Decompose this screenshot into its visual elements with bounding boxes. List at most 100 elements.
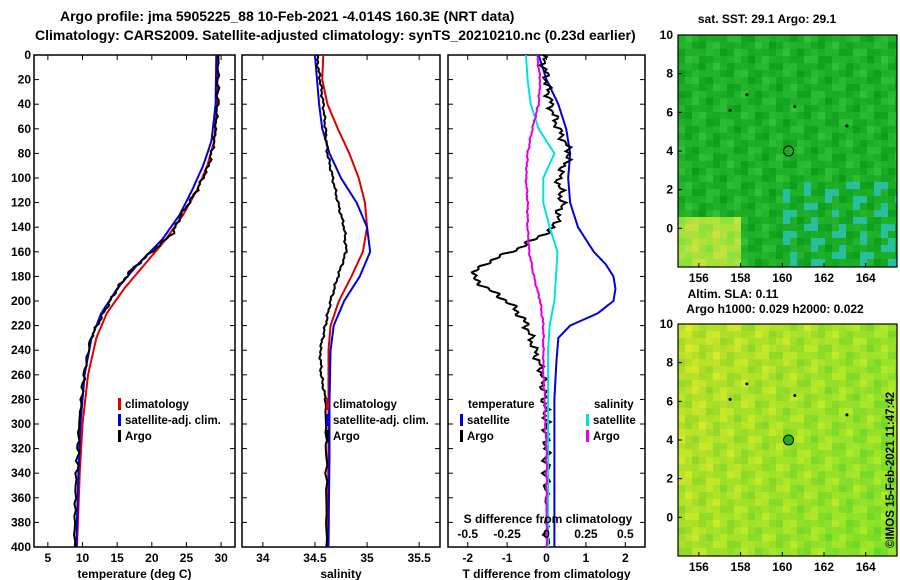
- map-cell: [776, 245, 783, 252]
- map-cell: [720, 534, 727, 541]
- map-cell: [762, 63, 769, 70]
- map-cell: [804, 331, 811, 338]
- map-cell: [678, 331, 685, 338]
- map-cell: [867, 443, 874, 450]
- map-cell: [797, 42, 804, 49]
- map-cell: [818, 401, 825, 408]
- map-cell: [825, 520, 832, 527]
- map-cell: [881, 42, 888, 49]
- map-cell: [692, 63, 699, 70]
- plot-frame: [33, 54, 236, 548]
- map-cell: [720, 224, 727, 231]
- map-cell: [762, 408, 769, 415]
- map-cell: [748, 63, 755, 70]
- map-cell: [685, 245, 692, 252]
- map-cell: [692, 380, 699, 387]
- map-cell: [741, 541, 748, 548]
- map-cell: [734, 366, 741, 373]
- map-cell: [825, 70, 832, 77]
- map-cell: [832, 112, 839, 119]
- map-cell: [867, 119, 874, 126]
- map-cell: [713, 366, 720, 373]
- map-cell: [755, 513, 762, 520]
- map-cell: [811, 352, 818, 359]
- map-cell: [832, 338, 839, 345]
- map-cell: [783, 520, 790, 527]
- map-cell: [685, 443, 692, 450]
- x-tick-label: 164: [856, 271, 876, 285]
- map-cell: [818, 35, 825, 42]
- map-cell: [839, 252, 846, 259]
- map-cell: [874, 49, 881, 56]
- map-cell: [839, 513, 846, 520]
- map-cell: [713, 478, 720, 485]
- map-cell: [783, 513, 790, 520]
- map-cell: [853, 140, 860, 147]
- map-cell: [783, 331, 790, 338]
- map-cell: [881, 548, 888, 555]
- y-tick-label: 40: [18, 97, 32, 111]
- map-cell: [727, 394, 734, 401]
- map-cell: [804, 359, 811, 366]
- x-tick-label: 30: [214, 551, 228, 565]
- map-cell: [727, 513, 734, 520]
- map-cell: [713, 105, 720, 112]
- map-cell: [846, 541, 853, 548]
- map-cell: [895, 352, 897, 359]
- map-cell: [734, 380, 741, 387]
- map-cell: [692, 373, 699, 380]
- x-tick-label: 34: [256, 551, 270, 565]
- map-cell: [706, 359, 713, 366]
- map-cell: [692, 35, 699, 42]
- map-cell: [846, 210, 853, 217]
- map-cell: [790, 126, 797, 133]
- map-cell: [748, 485, 755, 492]
- map-cell: [755, 408, 762, 415]
- island-dot: [728, 397, 732, 401]
- map-cell: [755, 231, 762, 238]
- map-cell: [734, 210, 741, 217]
- map-cell: [846, 91, 853, 98]
- map-cell: [797, 168, 804, 175]
- map-cell: [818, 373, 825, 380]
- island-dot: [845, 124, 849, 128]
- map-cell: [895, 168, 897, 175]
- map-cell: [769, 499, 776, 506]
- map-cell: [881, 443, 888, 450]
- map-cell: [888, 485, 895, 492]
- map-cell: [790, 387, 797, 394]
- map-cell: [734, 429, 741, 436]
- map-cell: [748, 534, 755, 541]
- map-cell: [853, 182, 860, 189]
- map-cell: [734, 245, 741, 252]
- map-cell: [769, 210, 776, 217]
- map-cell: [846, 548, 853, 555]
- map-cell: [706, 520, 713, 527]
- map-cell: [699, 436, 706, 443]
- map-cell: [867, 408, 874, 415]
- legend-label: climatology: [333, 399, 398, 411]
- map-cell: [825, 203, 832, 210]
- map-cell: [713, 35, 720, 42]
- map-cell: [832, 548, 839, 555]
- map-cell: [846, 154, 853, 161]
- map-cell: [734, 527, 741, 534]
- map-cell: [727, 252, 734, 259]
- map-cell: [769, 147, 776, 154]
- map-cell: [811, 478, 818, 485]
- legend-swatch: [326, 398, 329, 410]
- map-cell: [727, 140, 734, 147]
- map-cell: [874, 527, 881, 534]
- map-cell: [804, 513, 811, 520]
- map-cell: [797, 492, 804, 499]
- map-cell: [755, 380, 762, 387]
- map-cell: [804, 443, 811, 450]
- map-cell: [811, 380, 818, 387]
- map-cell: [769, 527, 776, 534]
- map-cell: [685, 63, 692, 70]
- map-cell: [811, 231, 818, 238]
- map-cell: [692, 112, 699, 119]
- map-cell: [846, 105, 853, 112]
- map-cell: [734, 168, 741, 175]
- map-cell: [888, 168, 895, 175]
